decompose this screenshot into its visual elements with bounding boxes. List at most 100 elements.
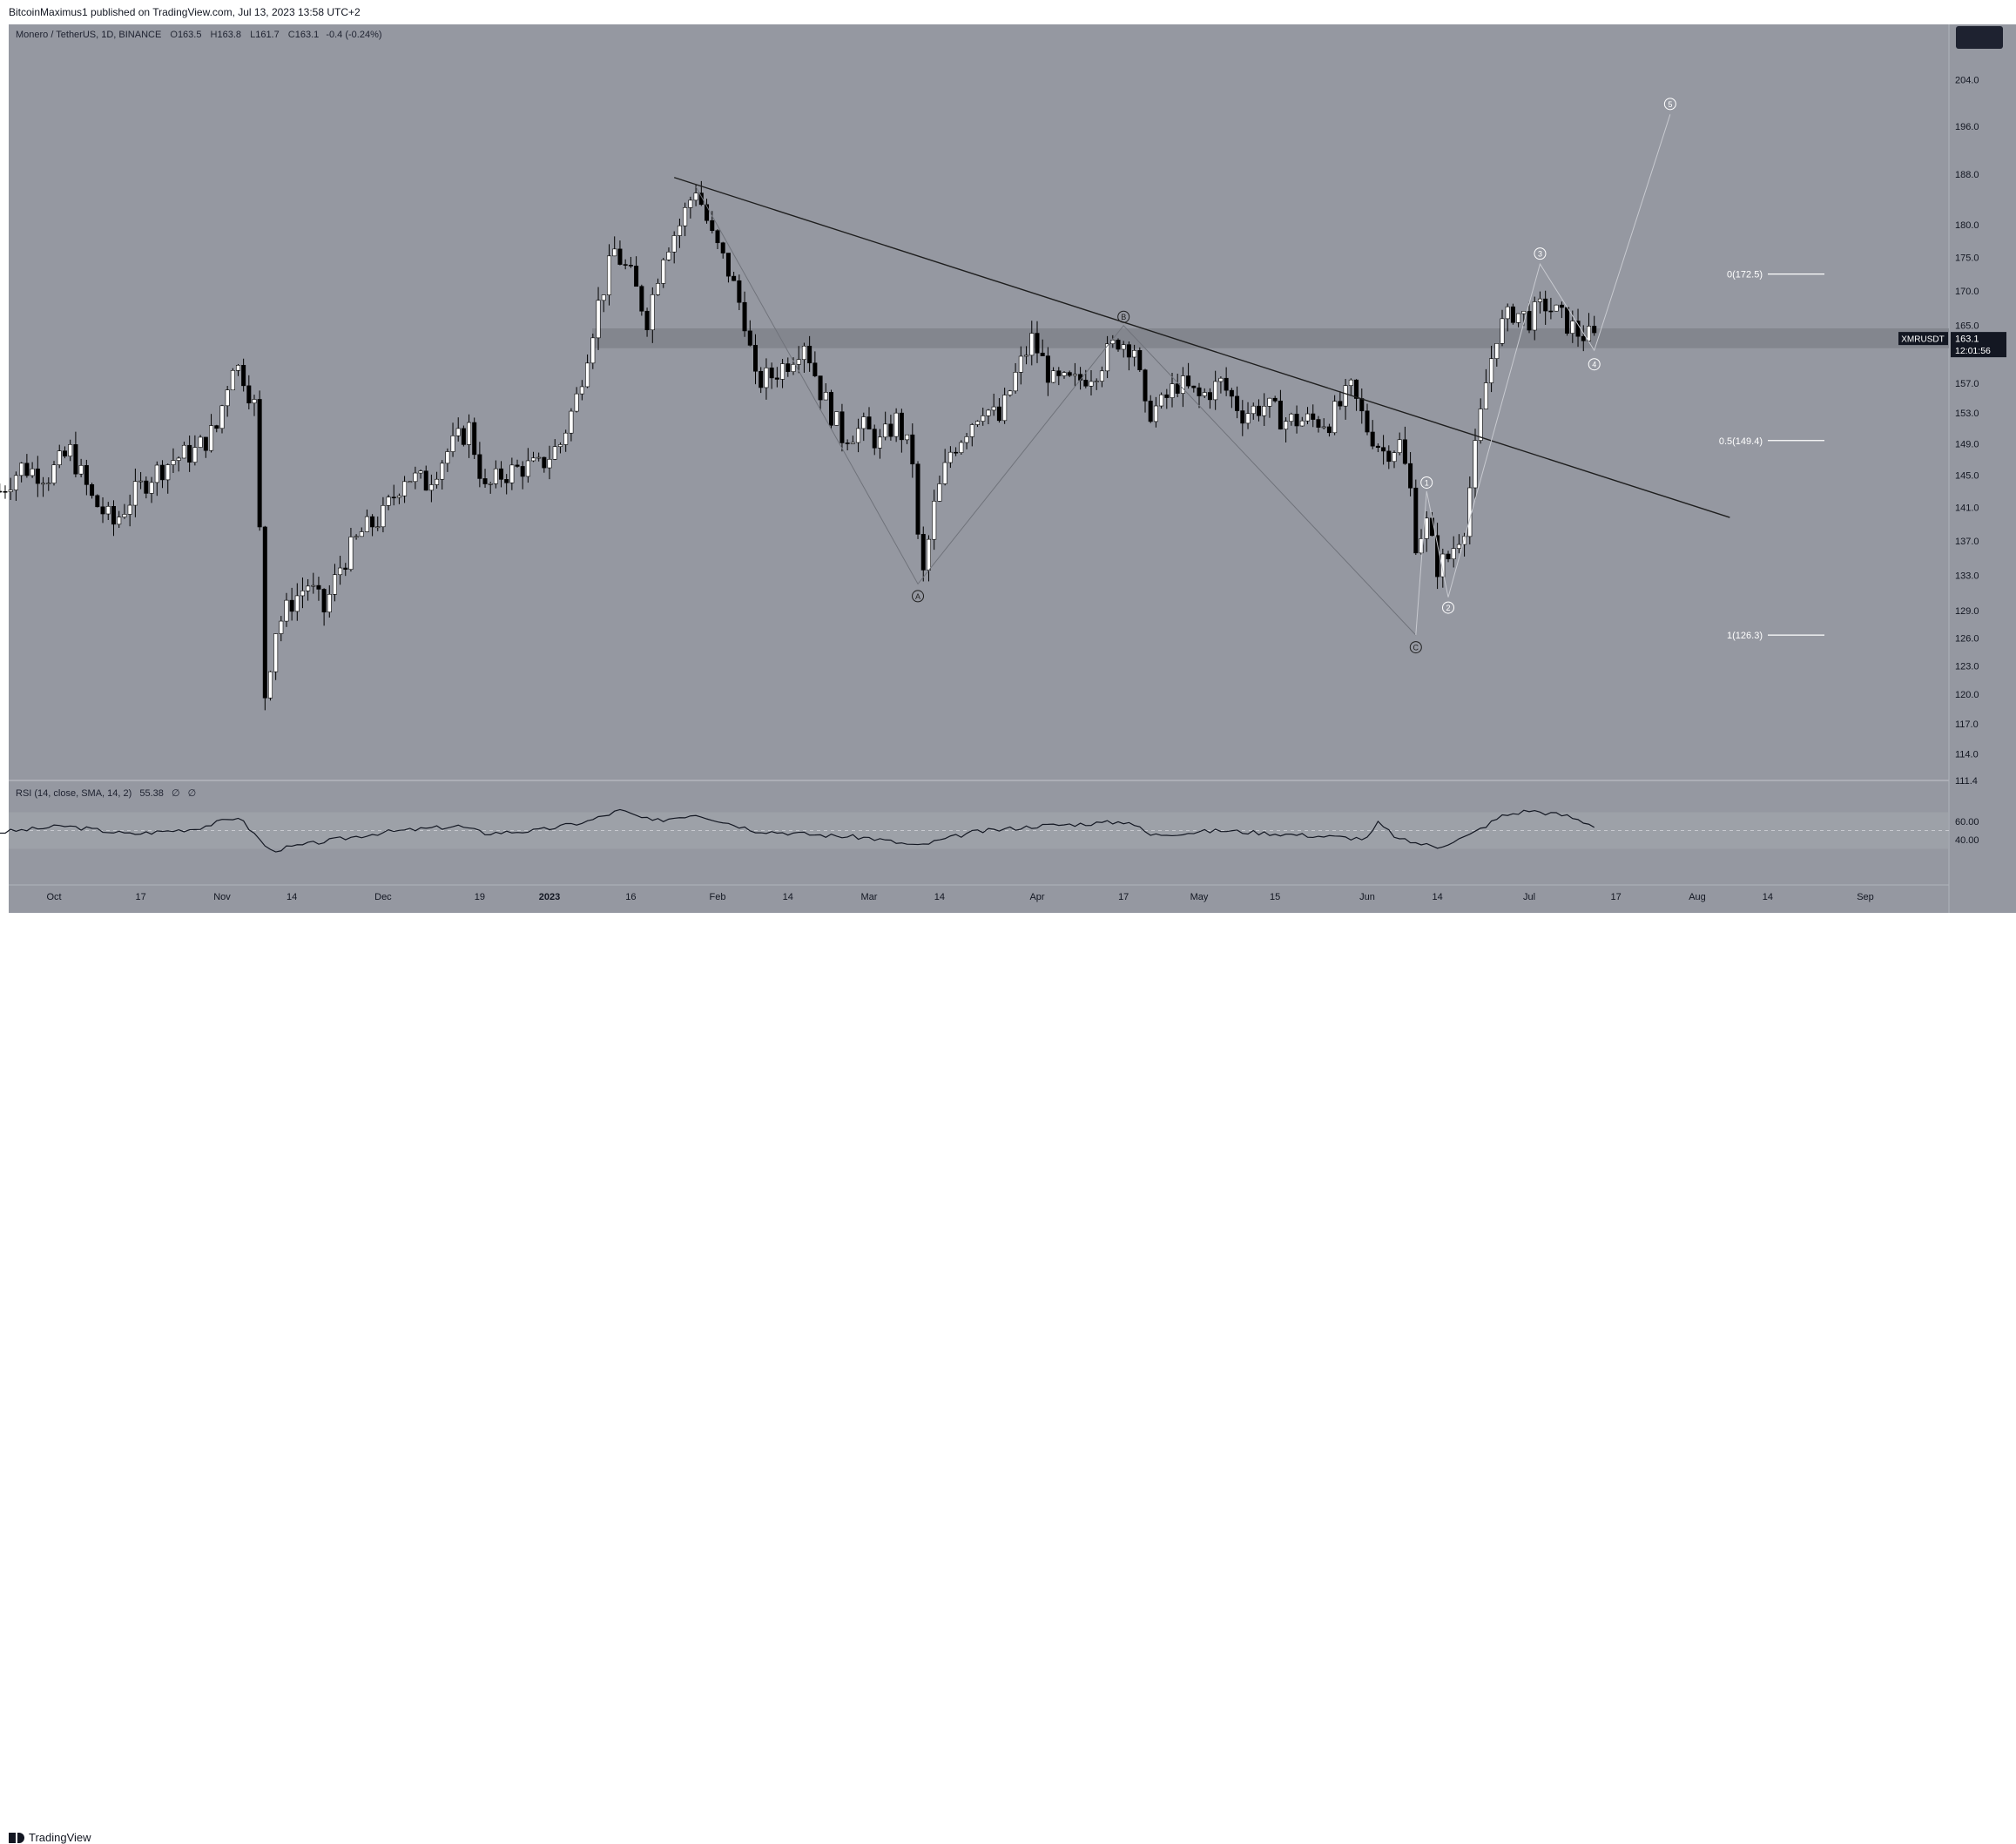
- candle: [1500, 309, 1505, 347]
- time-axis-label: Mar: [861, 892, 878, 902]
- candle: [954, 447, 959, 456]
- candle: [791, 357, 796, 375]
- candle: [606, 244, 611, 306]
- wave-label: 1: [1420, 476, 1433, 489]
- brand-name: TradingView: [29, 1831, 91, 1844]
- candle: [845, 439, 850, 451]
- candle: [370, 514, 375, 537]
- candle: [198, 435, 203, 449]
- candle: [1143, 368, 1148, 413]
- rsi-extra-2: ∅: [187, 788, 197, 799]
- candle: [1311, 404, 1316, 428]
- candle: [359, 527, 364, 537]
- candle: [488, 482, 493, 494]
- candle: [872, 424, 877, 456]
- candle: [472, 417, 477, 459]
- candle: [73, 431, 78, 478]
- svg-text:C: C: [1413, 644, 1419, 652]
- candle: [1197, 382, 1202, 409]
- candle: [1213, 370, 1218, 410]
- price-axis-tick: 165.0: [1955, 321, 1979, 332]
- candle: [230, 368, 235, 391]
- candle: [552, 439, 557, 461]
- candle: [1354, 379, 1359, 411]
- candle: [1105, 335, 1110, 379]
- candle: [279, 616, 284, 642]
- tradingview-logo[interactable]: TradingView: [9, 1831, 91, 1844]
- candle: [321, 588, 327, 626]
- time-axis-label: 17: [135, 892, 145, 902]
- candle: [959, 440, 964, 456]
- fib-level-label: 0.5(149.4): [1719, 436, 1763, 447]
- candle: [877, 429, 882, 459]
- candle: [214, 424, 219, 433]
- candle: [693, 184, 698, 206]
- candle: [289, 587, 294, 621]
- publisher-line: BitcoinMaximus1 published on TradingView…: [9, 6, 361, 18]
- settings-box[interactable]: [1956, 26, 2003, 49]
- candle: [1548, 297, 1554, 320]
- fib-level-label: 1(126.3): [1727, 631, 1763, 641]
- candles-layer: [0, 180, 1597, 711]
- candle: [710, 211, 715, 233]
- candle: [569, 408, 574, 442]
- open-value: 163.5: [177, 30, 202, 40]
- candle: [493, 460, 498, 489]
- candle: [35, 456, 40, 497]
- candle: [1132, 344, 1137, 367]
- price-axis-tick: 111.4: [1955, 776, 1978, 787]
- candle: [1240, 400, 1245, 436]
- time-axis-background: [9, 885, 1949, 913]
- price-axis-tick: 120.0: [1955, 690, 1979, 700]
- candle: [764, 358, 769, 400]
- candle: [1554, 304, 1559, 312]
- candle: [1289, 412, 1294, 426]
- candle: [1008, 389, 1013, 397]
- candle: [95, 494, 100, 508]
- candle: [557, 442, 563, 454]
- candle: [364, 509, 369, 533]
- candle: [1305, 407, 1311, 425]
- time-axis-label: 17: [1610, 892, 1621, 902]
- abc-wave-line: [695, 186, 1417, 636]
- rsi-line: [0, 808, 1595, 853]
- candle: [915, 461, 920, 539]
- candle: [1180, 367, 1185, 408]
- candle: [24, 454, 30, 478]
- candle: [650, 287, 655, 343]
- resistance-trendline[interactable]: [673, 177, 1730, 518]
- candle: [1245, 402, 1251, 429]
- candle: [1018, 346, 1023, 385]
- candle: [515, 459, 520, 468]
- candle: [154, 461, 159, 496]
- time-axis-label: 14: [934, 892, 945, 902]
- time-axis-label: Apr: [1029, 892, 1044, 902]
- candle: [111, 500, 116, 537]
- price-chart[interactable]: 0(172.5) 0.5(149.4) 1(126.3) A B C 1 2 3 4 5 40.0…: [0, 0, 2016, 940]
- candle: [579, 380, 584, 401]
- svg-text:1: 1: [1425, 478, 1429, 487]
- candle: [1592, 315, 1597, 336]
- candle: [428, 474, 434, 503]
- candle: [1586, 313, 1591, 342]
- candle: [1299, 416, 1305, 427]
- candle: [752, 334, 758, 385]
- wave-label: A: [912, 590, 925, 603]
- candle: [812, 351, 818, 378]
- candle: [294, 583, 300, 621]
- tradingview-logo-icon: [9, 1832, 24, 1843]
- candle: [482, 469, 488, 488]
- svg-text:4: 4: [1592, 361, 1596, 369]
- candle: [525, 448, 530, 483]
- candle: [1543, 290, 1548, 325]
- candle: [171, 448, 176, 473]
- candle: [257, 390, 262, 531]
- impulse-wave-line: [1415, 114, 1671, 636]
- candle: [1013, 362, 1018, 394]
- candle: [68, 439, 73, 462]
- candle: [942, 449, 947, 486]
- candle: [90, 483, 95, 499]
- candle: [219, 404, 225, 434]
- price-axis-background: [1949, 24, 2016, 913]
- candle: [122, 503, 127, 519]
